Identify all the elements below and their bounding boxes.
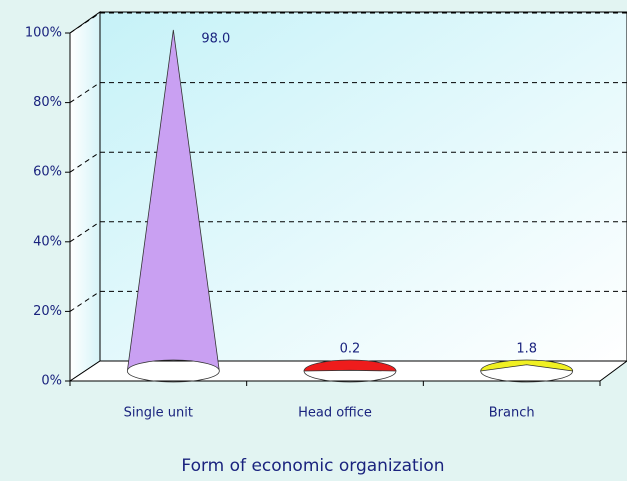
x-tick-label: Head office [298,406,372,421]
grid-line-side [69,151,101,173]
cone [480,359,574,383]
x-axis-title: Form of economic organization [181,456,444,476]
data-label: 98.0 [201,31,230,46]
y-tick-label: 60% [33,165,62,180]
cone [303,359,397,383]
side-wall [69,11,101,382]
grid-line-side [69,82,101,104]
grid-line-side [69,12,101,34]
cone [126,29,220,383]
y-tick-label: 40% [33,234,62,249]
x-tick-label: Single unit [124,406,193,421]
y-tick-label: 20% [33,304,62,319]
grid-line-side [69,221,101,243]
y-tick-label: 100% [25,26,62,41]
x-tick-label: Branch [489,406,535,421]
grid-line-side [69,290,101,312]
y-tick-label: 80% [33,95,62,110]
y-tick-label: 0% [41,374,62,389]
data-label: 0.2 [340,342,361,357]
data-label: 1.8 [516,342,537,357]
